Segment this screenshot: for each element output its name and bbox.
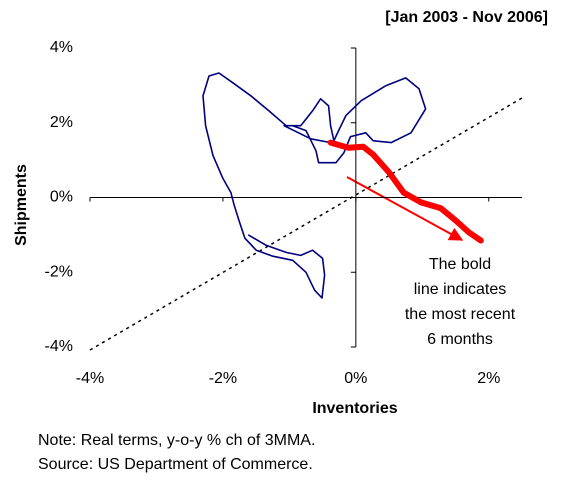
annotation: 6 months xyxy=(427,331,493,348)
y-tick-label: 0% xyxy=(50,189,73,206)
annotation: the most recent xyxy=(405,306,516,323)
y-axis-label: Shipments xyxy=(13,164,30,246)
y-tick-label: 2% xyxy=(50,114,73,131)
annotation-arrow xyxy=(346,176,464,241)
x-tick-label: -4% xyxy=(76,370,104,387)
x-axis-label: Inventories xyxy=(312,400,397,417)
y-tick-label: -4% xyxy=(45,338,73,355)
annotation: The bold xyxy=(429,256,491,273)
series-line xyxy=(327,139,484,244)
y-tick-label: 4% xyxy=(50,39,73,56)
note: Source: US Department of Commerce. xyxy=(38,456,313,473)
x-tick-label: -2% xyxy=(209,370,237,387)
x-tick-label: 2% xyxy=(477,370,500,387)
x-tick-label: 0% xyxy=(344,370,367,387)
series-line xyxy=(202,72,427,299)
note: Note: Real terms, y-o-y % ch of 3MMA. xyxy=(38,432,315,449)
chart-title: [Jan 2003 - Nov 2006] xyxy=(385,9,548,26)
y-tick-label: -2% xyxy=(45,263,73,280)
annotation: line indicates xyxy=(414,281,507,298)
